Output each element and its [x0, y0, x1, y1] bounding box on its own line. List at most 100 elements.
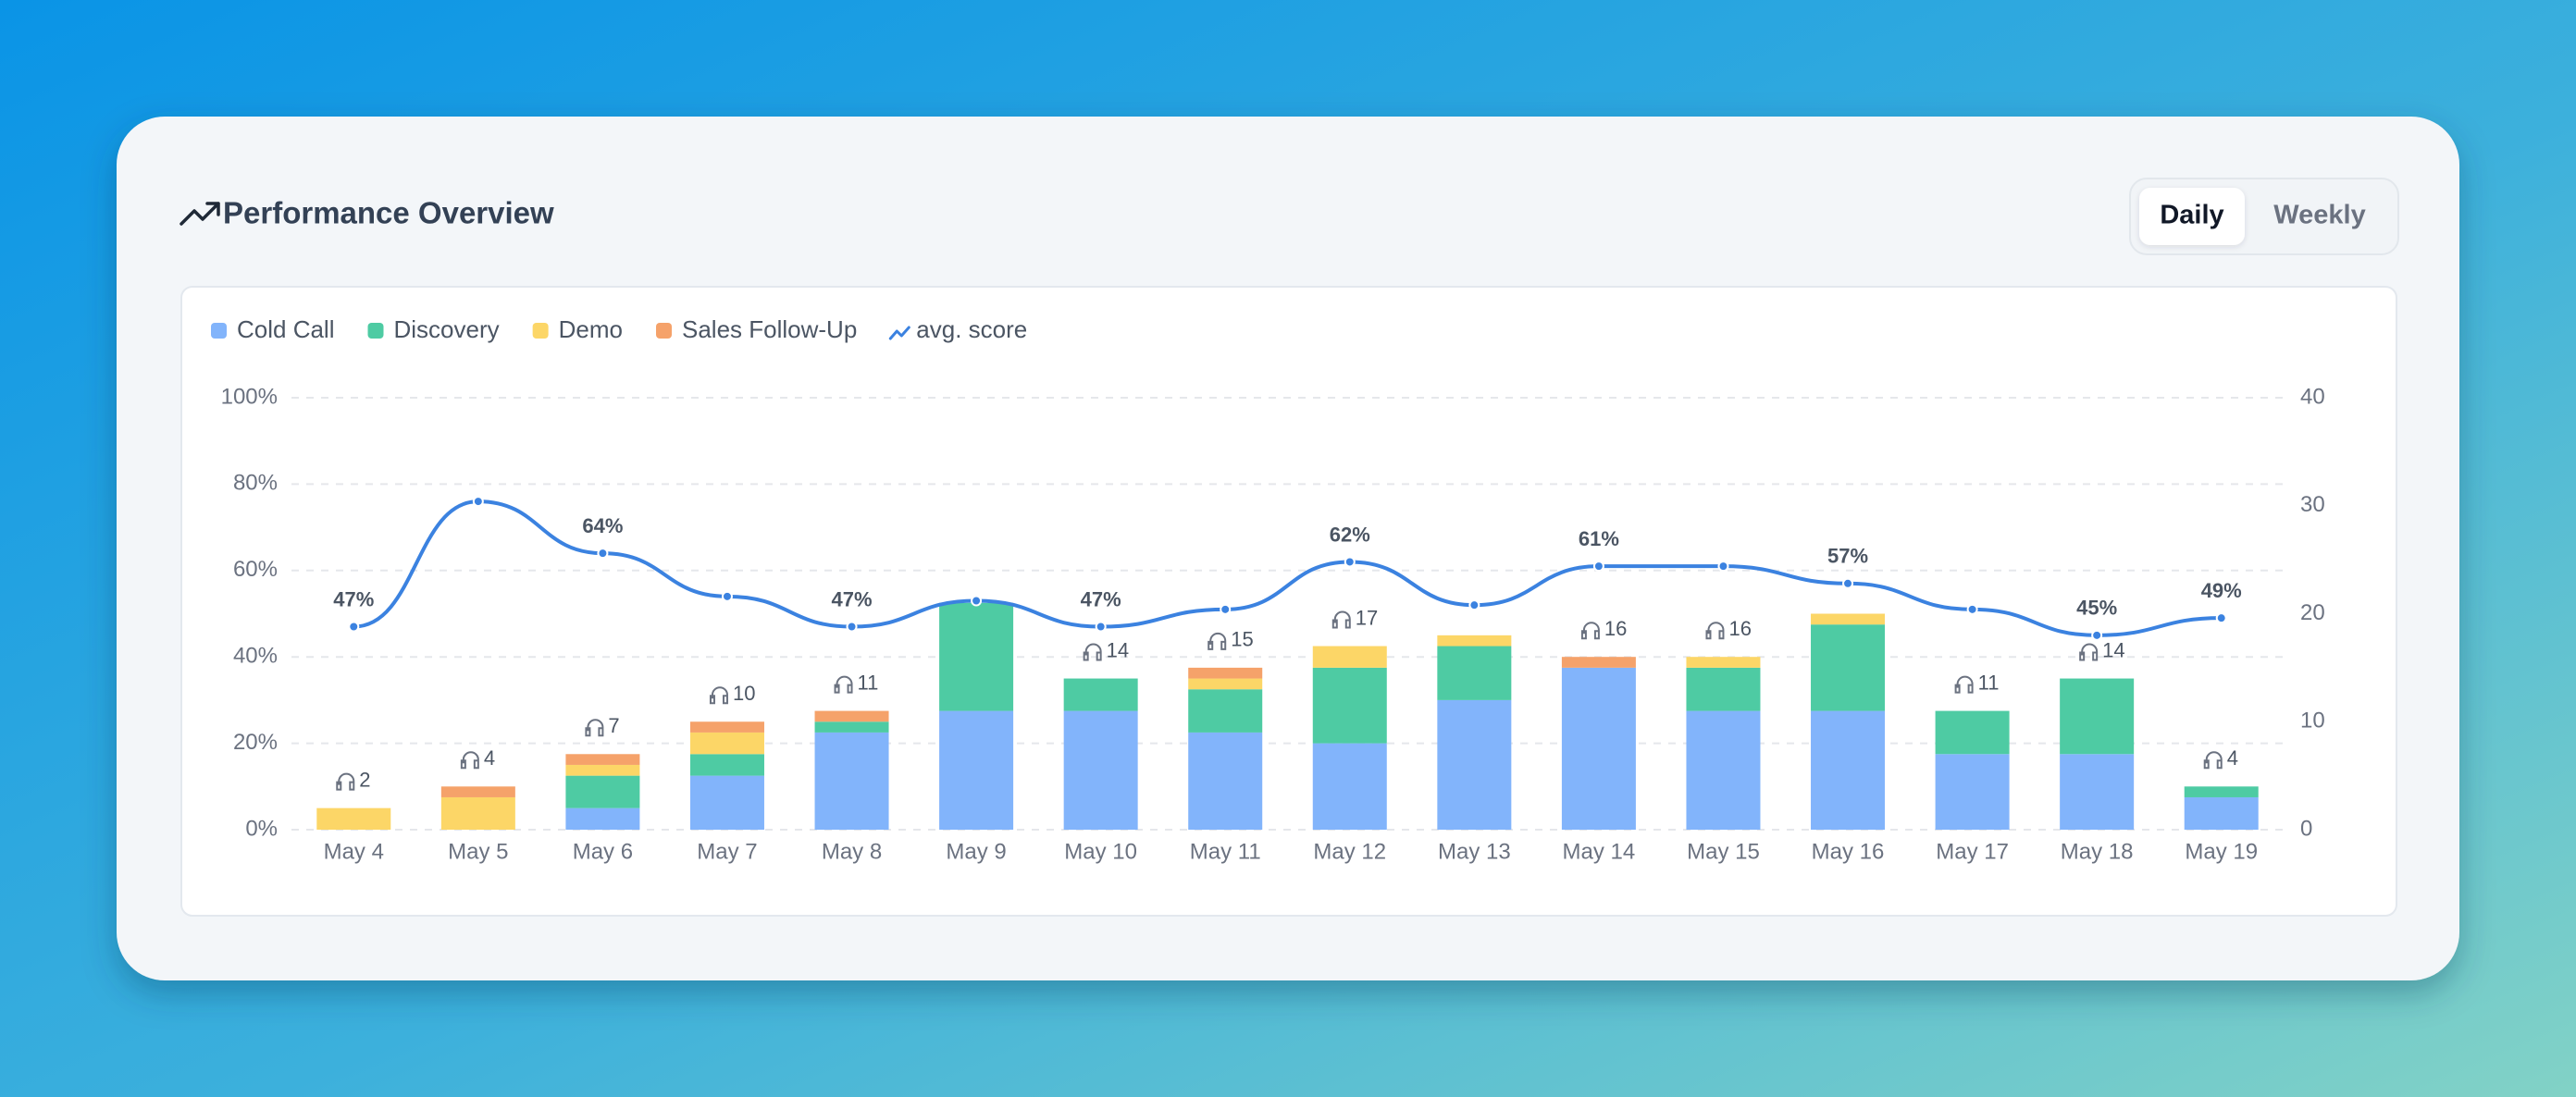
bar-segment [689, 732, 764, 755]
score-point [1966, 603, 1978, 615]
y2-tick-label: 30 [2300, 492, 2325, 517]
x-tick-label: May 16 [1812, 839, 1885, 864]
score-label: 64% [582, 514, 623, 537]
score-point [1842, 577, 1854, 589]
bar-segment [1686, 657, 1761, 668]
score-line [353, 499, 2222, 637]
bar-segment [2184, 786, 2259, 797]
bar-segment [2060, 754, 2135, 830]
legend-line-icon [888, 326, 910, 340]
score-point [721, 590, 733, 602]
score-label: 45% [2076, 597, 2117, 620]
bar-segment [2060, 678, 2135, 755]
x-tick-label: May 10 [1064, 839, 1137, 864]
headset-icon [1208, 632, 1227, 650]
headset-icon [834, 675, 853, 694]
bar-segment [1811, 710, 1886, 830]
bar-segment [2184, 796, 2259, 830]
call-count: 11 [1978, 671, 2000, 694]
bar-segment [565, 775, 640, 808]
bar-segment [814, 710, 889, 722]
legend-label: avg. score [916, 315, 1027, 343]
x-tick-label: May 4 [324, 839, 384, 864]
score-point [1095, 621, 1107, 633]
call-count: 4 [2227, 746, 2238, 770]
call-count: 14 [2102, 638, 2124, 661]
headset-icon [1954, 675, 1974, 694]
y-tick-label: 0% [245, 816, 278, 841]
legend-swatch [211, 323, 227, 339]
trend-icon [180, 202, 220, 226]
x-tick-label: May 15 [1687, 839, 1760, 864]
bar-segment [565, 807, 640, 830]
call-count: 4 [484, 746, 495, 770]
toggle-active-bg [2139, 188, 2245, 245]
bar-segment [1312, 743, 1387, 830]
y-tick-label: 100% [221, 384, 278, 409]
toggle-weekly[interactable]: Weekly [2273, 201, 2365, 230]
x-tick-label: May 14 [1563, 839, 1636, 864]
x-tick-label: May 6 [573, 839, 633, 864]
headset-icon [1331, 610, 1351, 629]
headset-icon [2079, 643, 2099, 661]
bar-segment [1811, 624, 1886, 711]
call-count: 14 [1107, 638, 1129, 661]
toggle-daily[interactable]: Daily [2160, 201, 2223, 230]
bar-segment [1188, 667, 1263, 679]
x-tick-label: May 12 [1313, 839, 1386, 864]
bar-segment [939, 602, 1014, 711]
legend-swatch [656, 323, 672, 339]
call-count: 17 [1356, 606, 1378, 629]
x-tick-label: May 8 [822, 839, 882, 864]
call-count: 11 [858, 671, 879, 694]
bar-segment [440, 786, 515, 797]
bar-segment [565, 754, 640, 765]
legend-label: Cold Call [237, 315, 335, 343]
bar-segment [1561, 657, 1636, 668]
score-point [1717, 561, 1729, 573]
bar-segment [1437, 699, 1512, 830]
bar-segment [1312, 646, 1387, 668]
headset-icon [1705, 622, 1725, 640]
score-label: 49% [2201, 579, 2242, 602]
bar-segment [1063, 710, 1138, 830]
call-count: 10 [733, 682, 755, 705]
bar-segment [440, 796, 515, 830]
headset-icon [1580, 622, 1600, 640]
score-point [846, 621, 858, 633]
bar-segment [1188, 732, 1263, 830]
y2-tick-label: 40 [2300, 384, 2325, 409]
bar-segment [689, 721, 764, 733]
legend-label: Discovery [394, 315, 500, 343]
score-point [971, 595, 983, 607]
y-tick-label: 80% [233, 471, 278, 496]
bar-segment [814, 732, 889, 830]
score-label: 47% [832, 587, 873, 610]
bar-segment [1188, 678, 1263, 690]
bar-segment [814, 721, 889, 733]
bar-segment [1312, 667, 1387, 744]
score-point [1220, 603, 1232, 615]
call-count: 16 [1604, 617, 1627, 640]
chart: Cold Call Discovery Demo Sales Follow-Up avg… [211, 315, 2325, 864]
score-point [2215, 612, 2227, 624]
headset-icon [336, 772, 355, 791]
bar-segment [939, 710, 1014, 830]
x-tick-label: May 9 [946, 839, 1006, 864]
x-tick-label: May 5 [448, 839, 508, 864]
bar-segment [1686, 667, 1761, 711]
y2-tick-label: 0 [2300, 816, 2312, 841]
call-count: 7 [608, 714, 619, 737]
call-count: 15 [1231, 628, 1253, 651]
bar-segment [1437, 646, 1512, 700]
call-count: 2 [359, 768, 370, 791]
headset-icon [709, 686, 728, 705]
legend-swatch [367, 323, 384, 339]
x-tick-label: May 19 [2185, 839, 2258, 864]
headset-icon [1083, 643, 1102, 661]
legend-label: Demo [559, 315, 623, 343]
x-tick-label: May 7 [697, 839, 757, 864]
score-point [2091, 629, 2103, 641]
